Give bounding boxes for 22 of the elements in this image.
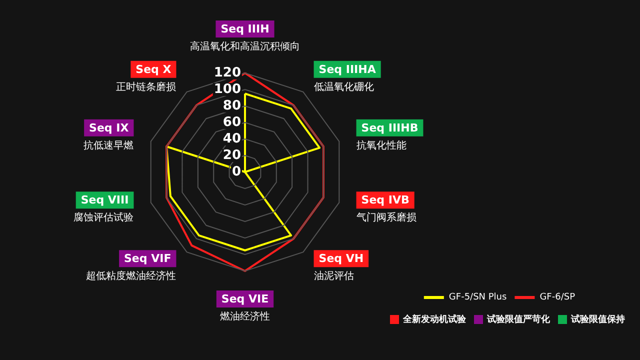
spoke-label: Seq VIF 超低粘度燃油经济性 — [86, 252, 176, 282]
spoke-label: Seq IIIH 高温氧化和高温沉积倾向 — [190, 22, 300, 52]
y-tick-label: 40 — [222, 132, 241, 146]
spoke-label: Seq X 正时链条磨损 — [116, 62, 176, 93]
y-tick-label: 0 — [232, 164, 241, 180]
y-tick-label: 120 — [214, 66, 241, 80]
spoke-label: Seq IVB 气门阀系磨损 — [356, 194, 416, 224]
text: 试验限值保持 — [571, 313, 625, 326]
spoke-label: Seq IX 抗低速早燃 — [84, 121, 134, 152]
y-tick-label: 100 — [214, 82, 241, 97]
text: 全新发动机试验 — [403, 313, 466, 326]
y-tick-label: 60 — [222, 115, 241, 130]
spoke-label: Seq VIII 腐蚀评估试验 — [74, 194, 134, 224]
text: 试验限值严苛化 — [487, 313, 550, 326]
spoke-label: Seq VIE 燃油经济性 — [220, 292, 270, 322]
legend-label: GF-6/SP — [540, 292, 576, 302]
spoke-label: Seq VH 油泥评估 — [314, 252, 364, 282]
y-tick-label: 80 — [222, 98, 241, 114]
spoke-label: Seq IIIHA 低温氧化硼化 — [314, 62, 376, 93]
spoke-label: Seq IIIHB 抗氧化性能 — [356, 121, 418, 152]
y-tick-label: 20 — [222, 148, 241, 163]
legend-label: GF-5/SN Plus — [448, 292, 508, 302]
